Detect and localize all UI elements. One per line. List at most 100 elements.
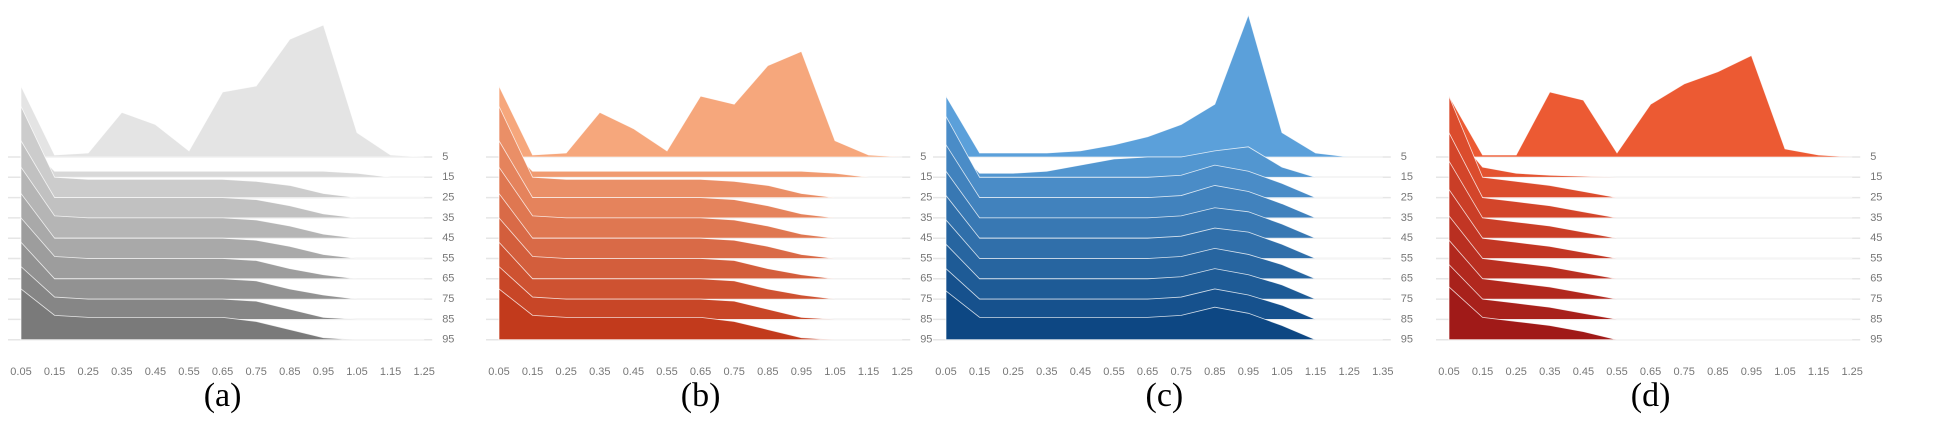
y-tick-label: 75	[1870, 293, 1882, 305]
y-tick-label: 5	[1870, 151, 1876, 163]
x-tick-label: 0.95	[1238, 366, 1259, 378]
x-tick-label: 0.15	[1472, 366, 1493, 378]
ridge	[20, 165, 425, 239]
ridge	[945, 243, 1383, 300]
ridge	[498, 165, 903, 239]
ridge	[20, 192, 425, 259]
y-tick-label: 75	[920, 293, 932, 305]
y-tick-label: 95	[442, 334, 454, 346]
x-tick-label: 0.95	[1741, 366, 1762, 378]
x-tick-label: 1.05	[1774, 366, 1795, 378]
x-tick-label: 0.35	[589, 366, 610, 378]
ridge	[945, 290, 1383, 341]
ridge	[1448, 188, 1853, 259]
y-tick-label: 25	[1870, 192, 1882, 204]
y-tick-label: 45	[1870, 232, 1882, 244]
y-tick-label: 5	[442, 151, 448, 163]
x-tick-label: 0.85	[279, 366, 300, 378]
ridge	[1448, 214, 1853, 280]
y-tick-label: 25	[1401, 192, 1413, 204]
x-tick-label: 0.65	[1640, 366, 1661, 378]
y-tick-label: 95	[1870, 334, 1882, 346]
x-tick-label: 0.25	[1505, 366, 1526, 378]
x-tick-label: 0.85	[757, 366, 778, 378]
ridge	[945, 135, 1383, 178]
y-tick-label: 75	[442, 293, 454, 305]
y-tick-label: 55	[920, 252, 932, 264]
ridge	[20, 216, 425, 280]
x-tick-label: 1.15	[1808, 366, 1829, 378]
ridge	[945, 169, 1383, 239]
x-tick-label: 1.25	[413, 366, 434, 378]
ridge	[20, 24, 425, 158]
x-tick-label: 0.85	[1204, 366, 1225, 378]
y-tick-label: 5	[1401, 151, 1407, 163]
y-tick-label: 5	[920, 151, 926, 163]
x-tick-label: 0.65	[690, 366, 711, 378]
ridge	[498, 192, 903, 259]
x-tick-label: 0.95	[791, 366, 812, 378]
x-tick-label: 0.95	[313, 366, 334, 378]
y-tick-label: 45	[442, 232, 454, 244]
x-tick-label: 0.55	[656, 366, 677, 378]
x-tick-label: 1.25	[891, 366, 912, 378]
x-tick-label: 0.35	[111, 366, 132, 378]
ridge	[1448, 54, 1853, 158]
ridge	[1448, 239, 1853, 300]
y-tick-label: 95	[920, 334, 932, 346]
x-tick-label: 1.05	[346, 366, 367, 378]
x-tick-label: 0.35	[1539, 366, 1560, 378]
panel: 5 15 25 35 45 55 65 75 85 95 0.05 0.15 0.25 0.35 0.45 0…	[933, 13, 1413, 414]
ridge	[1448, 95, 1853, 198]
caption: (d)	[1631, 377, 1671, 414]
ridge	[498, 106, 903, 198]
x-tick-label: 0.45	[145, 366, 166, 378]
x-tick-label: 0.15	[44, 366, 65, 378]
ridge	[945, 143, 1383, 219]
ridge	[945, 116, 1383, 198]
x-tick-label: 1.15	[1305, 366, 1326, 378]
ridge	[1448, 263, 1853, 320]
y-tick-label: 45	[920, 232, 932, 244]
x-tick-label: 0.15	[522, 366, 543, 378]
y-tick-label: 45	[1401, 232, 1413, 244]
x-tick-label: 0.55	[178, 366, 199, 378]
x-tick-label: 0.75	[1170, 366, 1191, 378]
ridge	[20, 139, 425, 219]
y-tick-label: 85	[920, 313, 932, 325]
x-tick-label: 0.05	[1438, 366, 1459, 378]
y-tick-label: 15	[1870, 171, 1882, 183]
caption: (b)	[681, 377, 721, 414]
ridge	[20, 135, 425, 178]
x-tick-label: 0.65	[212, 366, 233, 378]
ridge	[20, 106, 425, 198]
ridge	[1448, 132, 1853, 219]
y-tick-label: 15	[1401, 171, 1413, 183]
y-tick-label: 35	[920, 212, 932, 224]
ridge	[20, 265, 425, 320]
x-tick-label: 0.25	[555, 366, 576, 378]
ridge	[498, 216, 903, 280]
ridge	[945, 218, 1383, 280]
y-tick-label: 65	[920, 273, 932, 285]
ridge	[1448, 159, 1853, 239]
x-tick-label: 0.75	[1673, 366, 1694, 378]
ridge	[498, 288, 903, 341]
panel: 5 15 25 35 45 55 65 75 85 95 0.05 0.15 0.25 0.35 0.45 0…	[8, 24, 454, 414]
x-tick-label: 0.55	[1103, 366, 1124, 378]
y-tick-label: 55	[1401, 252, 1413, 264]
x-tick-label: 1.05	[824, 366, 845, 378]
x-tick-label: 1.15	[858, 366, 879, 378]
x-tick-label: 1.05	[1271, 366, 1292, 378]
y-tick-label: 85	[1870, 313, 1882, 325]
x-tick-label: 1.35	[1372, 366, 1393, 378]
x-tick-label: 0.05	[935, 366, 956, 378]
ridge	[498, 139, 903, 219]
y-tick-label: 35	[442, 212, 454, 224]
ridge	[945, 194, 1383, 259]
x-tick-label: 0.55	[1606, 366, 1627, 378]
ridge	[20, 241, 425, 300]
panel: 5 15 25 35 45 55 65 75 85 95 0.05 0.15 0.25 0.35 0.45 0…	[486, 50, 932, 414]
y-tick-label: 65	[442, 273, 454, 285]
x-tick-label: 1.25	[1841, 366, 1862, 378]
